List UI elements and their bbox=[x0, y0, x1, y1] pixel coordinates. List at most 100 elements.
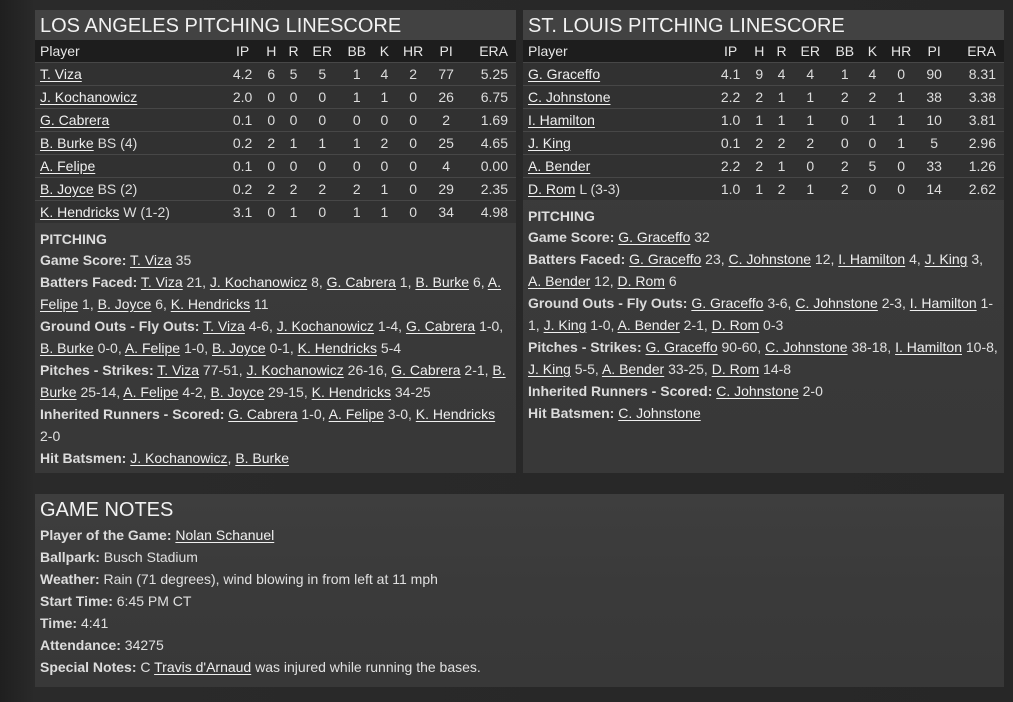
player-link[interactable]: G. Cabrera bbox=[405, 318, 476, 334]
player-link[interactable]: K. Hendricks bbox=[311, 384, 391, 400]
player-cell: T. Viza bbox=[35, 61, 225, 85]
note-text: 2-1, bbox=[679, 317, 712, 333]
player-link[interactable]: J. Kochanowicz bbox=[130, 450, 228, 466]
player-link[interactable]: J. King bbox=[924, 251, 968, 267]
decision-text: BS (4) bbox=[93, 134, 138, 151]
player-link[interactable]: B. Burke bbox=[40, 340, 94, 356]
stat-cell-k: 1 bbox=[373, 84, 396, 108]
player-link[interactable]: T. Viza bbox=[140, 274, 183, 290]
player-link[interactable]: G. Cabrera bbox=[391, 362, 461, 378]
column-header-era: ERA bbox=[461, 40, 516, 62]
player-link[interactable]: D. Rom bbox=[617, 273, 665, 289]
player-link[interactable]: D. Rom bbox=[711, 361, 760, 377]
player-link[interactable]: A. Bender bbox=[617, 317, 680, 333]
player-cell: C. Johnstone bbox=[523, 84, 713, 108]
player-link[interactable]: G. Graceffo bbox=[691, 295, 764, 311]
player-link[interactable]: G. Cabrera bbox=[326, 274, 396, 290]
player-link[interactable]: K. Hendricks bbox=[297, 340, 377, 356]
pitching-note-line: Batters Faced: G. Graceffo 23, C. Johnst… bbox=[528, 248, 999, 292]
player-link[interactable]: A. Felipe bbox=[40, 157, 96, 174]
player-cell: B. Burke BS (4) bbox=[35, 130, 225, 154]
stat-cell-h: 2 bbox=[748, 153, 771, 177]
player-link[interactable]: G. Graceffo bbox=[618, 229, 691, 245]
player-link[interactable]: J. Kochanowicz bbox=[40, 88, 138, 105]
table-row: B. Joyce BS (2) 0.2 2 2 2 2 1 0 29 2.35 bbox=[35, 176, 516, 200]
player-cell: K. Hendricks W (1-2) bbox=[35, 199, 225, 223]
player-link[interactable]: C. Johnstone bbox=[618, 405, 701, 421]
player-link[interactable]: T. Viza bbox=[130, 252, 172, 268]
note-label: Inherited Runners - Scored: bbox=[40, 406, 225, 422]
player-link[interactable]: J. King bbox=[543, 317, 587, 333]
player-link[interactable]: C. Johnstone bbox=[728, 251, 812, 267]
stat-cell-k: 2 bbox=[373, 130, 396, 154]
player-link[interactable]: Nolan Schanuel bbox=[175, 527, 275, 543]
note-text: 3-6, bbox=[763, 295, 796, 311]
column-header-r: R bbox=[770, 40, 793, 62]
panel-title: LOS ANGELES PITCHING LINESCORE bbox=[35, 10, 516, 40]
player-link[interactable]: A. Felipe bbox=[328, 406, 384, 422]
note-text: Busch Stadium bbox=[99, 549, 198, 565]
player-link[interactable]: B. Joyce bbox=[212, 340, 266, 356]
decision-text: L (3-3) bbox=[575, 180, 621, 197]
player-link[interactable]: T. Viza bbox=[40, 65, 82, 82]
player-link[interactable]: J. Kochanowicz bbox=[246, 362, 344, 378]
column-header-h: H bbox=[260, 40, 283, 62]
player-link[interactable]: C. Johnstone bbox=[528, 88, 611, 105]
column-header-hr: HR bbox=[883, 40, 920, 62]
player-link[interactable]: T. Viza bbox=[203, 318, 245, 334]
player-link[interactable]: G. Graceffo bbox=[528, 65, 601, 82]
player-link[interactable]: I. Hamilton bbox=[838, 251, 906, 267]
player-link[interactable]: B. Burke bbox=[40, 362, 506, 400]
stat-cell-er: 1 bbox=[304, 130, 340, 154]
player-link[interactable]: I. Hamilton bbox=[528, 111, 595, 128]
stat-cell-r: 5 bbox=[282, 61, 305, 85]
player-link[interactable]: C. Johnstone bbox=[716, 383, 799, 399]
player-link[interactable]: B. Joyce bbox=[210, 384, 265, 400]
player-link[interactable]: I. Hamilton bbox=[909, 295, 977, 311]
player-link[interactable]: J. King bbox=[528, 361, 571, 377]
player-link[interactable]: B. Burke bbox=[40, 134, 94, 151]
player-link[interactable]: C. Johnstone bbox=[795, 295, 878, 311]
player-link[interactable]: J. Kochanowicz bbox=[209, 274, 308, 290]
game-note-line: Ballpark: Busch Stadium bbox=[35, 546, 1004, 568]
player-link[interactable]: G. Cabrera bbox=[228, 406, 298, 422]
player-link[interactable]: D. Rom bbox=[528, 180, 576, 197]
player-link[interactable]: A. Felipe bbox=[40, 274, 502, 312]
player-link[interactable]: A. Felipe bbox=[123, 384, 179, 400]
stat-cell-hr: 0 bbox=[395, 130, 432, 154]
player-link[interactable]: D. Rom bbox=[711, 317, 760, 333]
player-link[interactable]: K. Hendricks bbox=[415, 406, 496, 422]
player-link[interactable]: B. Burke bbox=[235, 450, 290, 466]
stat-cell-hr: 0 bbox=[395, 199, 432, 223]
note-text: 2-3, bbox=[877, 295, 910, 311]
player-link[interactable]: A. Felipe bbox=[124, 340, 181, 356]
player-link[interactable]: K. Hendricks bbox=[170, 296, 251, 312]
note-text: 1-1, bbox=[528, 295, 994, 333]
player-link[interactable]: G. Cabrera bbox=[40, 111, 110, 128]
player-link[interactable]: T. Viza bbox=[157, 362, 200, 378]
player-link[interactable]: A. Bender bbox=[528, 273, 591, 289]
player-link[interactable]: G. Graceffo bbox=[645, 339, 718, 355]
note-text: 2-1, bbox=[460, 362, 493, 378]
note-text: , bbox=[227, 450, 236, 466]
player-link[interactable]: G. Graceffo bbox=[629, 251, 702, 267]
player-link[interactable]: A. Bender bbox=[601, 361, 665, 377]
player-link[interactable]: K. Hendricks bbox=[40, 203, 120, 220]
player-link[interactable]: I. Hamilton bbox=[895, 339, 962, 355]
player-link[interactable]: J. King bbox=[528, 134, 571, 151]
player-link[interactable]: C. Johnstone bbox=[765, 339, 848, 355]
stat-cell-bb: 2 bbox=[827, 84, 862, 108]
player-cell: A. Bender bbox=[523, 153, 713, 177]
player-link[interactable]: B. Joyce bbox=[40, 180, 94, 197]
column-header-r: R bbox=[282, 40, 305, 62]
player-link[interactable]: B. Joyce bbox=[97, 296, 152, 312]
los-angeles-pitching-panel: LOS ANGELES PITCHING LINESCORE Player IP H R… bbox=[35, 10, 516, 473]
note-text: 1, bbox=[78, 296, 98, 312]
stat-cell-er: 0 bbox=[304, 199, 340, 223]
player-link[interactable]: A. Bender bbox=[528, 157, 591, 174]
stat-cell-bb: 1 bbox=[339, 84, 374, 108]
player-link[interactable]: Travis d'Arnaud bbox=[154, 659, 252, 675]
stat-cell-ip: 0.1 bbox=[713, 130, 749, 154]
player-link[interactable]: J. Kochanowicz bbox=[276, 318, 375, 334]
player-link[interactable]: B. Burke bbox=[415, 274, 470, 290]
